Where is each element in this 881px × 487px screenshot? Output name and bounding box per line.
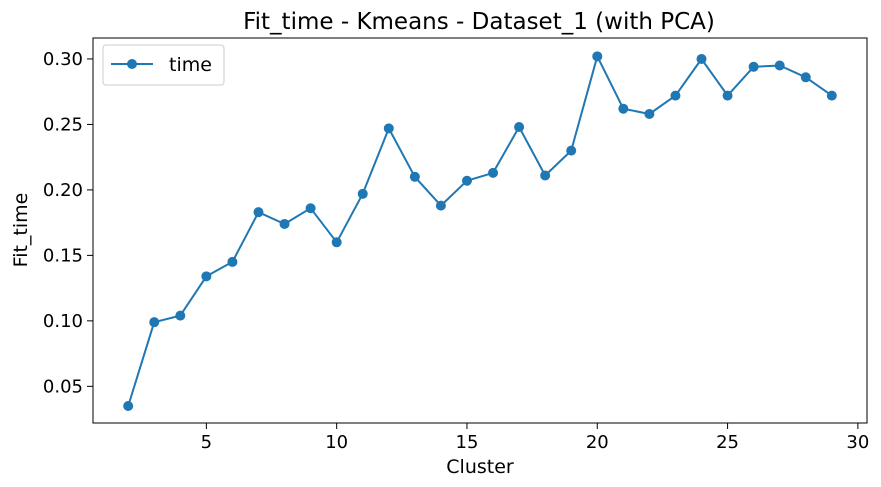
y-tick-label: 0.30 [43, 49, 83, 70]
y-tick-label: 0.15 [43, 245, 83, 266]
data-point [305, 203, 316, 214]
data-point [540, 170, 551, 181]
x-tick-label: 15 [456, 432, 479, 453]
data-point [227, 256, 238, 267]
data-point [566, 145, 577, 156]
chart-title: Fit_time - Kmeans - Dataset_1 (with PCA) [243, 9, 715, 35]
data-point [435, 200, 446, 211]
legend-entry-time: time [169, 54, 212, 76]
plot-area: 5 10 15 20 25 30 0.05 0.10 0.15 0.20 0.25 0.30 [43, 37, 869, 453]
data-point [175, 310, 186, 321]
y-axis-label: Fit_time [10, 193, 32, 268]
data-point [800, 72, 811, 83]
data-point [592, 51, 603, 62]
data-point [618, 103, 629, 114]
plot-frame [92, 37, 868, 424]
data-point [253, 207, 264, 218]
data-point [748, 61, 759, 72]
data-point [644, 108, 655, 119]
data-point [331, 237, 342, 248]
y-tick-label: 0.20 [43, 180, 83, 201]
x-tick-label: 20 [586, 432, 609, 453]
data-point [149, 317, 160, 328]
x-tick-label: 30 [846, 432, 869, 453]
series-line-time [127, 55, 833, 407]
y-tick-label: 0.05 [43, 376, 83, 397]
x-tick-label: 25 [716, 432, 739, 453]
legend-point-marker [127, 59, 137, 69]
data-point [670, 90, 681, 101]
data-point [409, 171, 420, 182]
x-tick-label: 5 [201, 432, 212, 453]
data-point [357, 188, 368, 199]
x-axis-label: Cluster [446, 456, 514, 478]
data-point [123, 400, 134, 411]
series-layer [123, 51, 837, 411]
y-tick-label: 0.10 [43, 311, 83, 332]
data-point [514, 122, 525, 133]
data-point [279, 218, 290, 229]
legend: time [102, 44, 225, 86]
data-point [383, 123, 394, 134]
data-point [461, 175, 472, 186]
y-tick-label: 0.25 [43, 114, 83, 135]
data-point [488, 167, 499, 178]
data-point [722, 90, 733, 101]
x-axis: 5 10 15 20 25 30 [201, 423, 869, 453]
x-tick-label: 10 [325, 432, 348, 453]
data-point [826, 90, 837, 101]
data-point [201, 271, 212, 282]
legend-box [102, 44, 225, 86]
y-axis: 0.05 0.10 0.15 0.20 0.25 0.30 [43, 49, 93, 397]
data-point [774, 60, 785, 71]
data-point [696, 53, 707, 64]
